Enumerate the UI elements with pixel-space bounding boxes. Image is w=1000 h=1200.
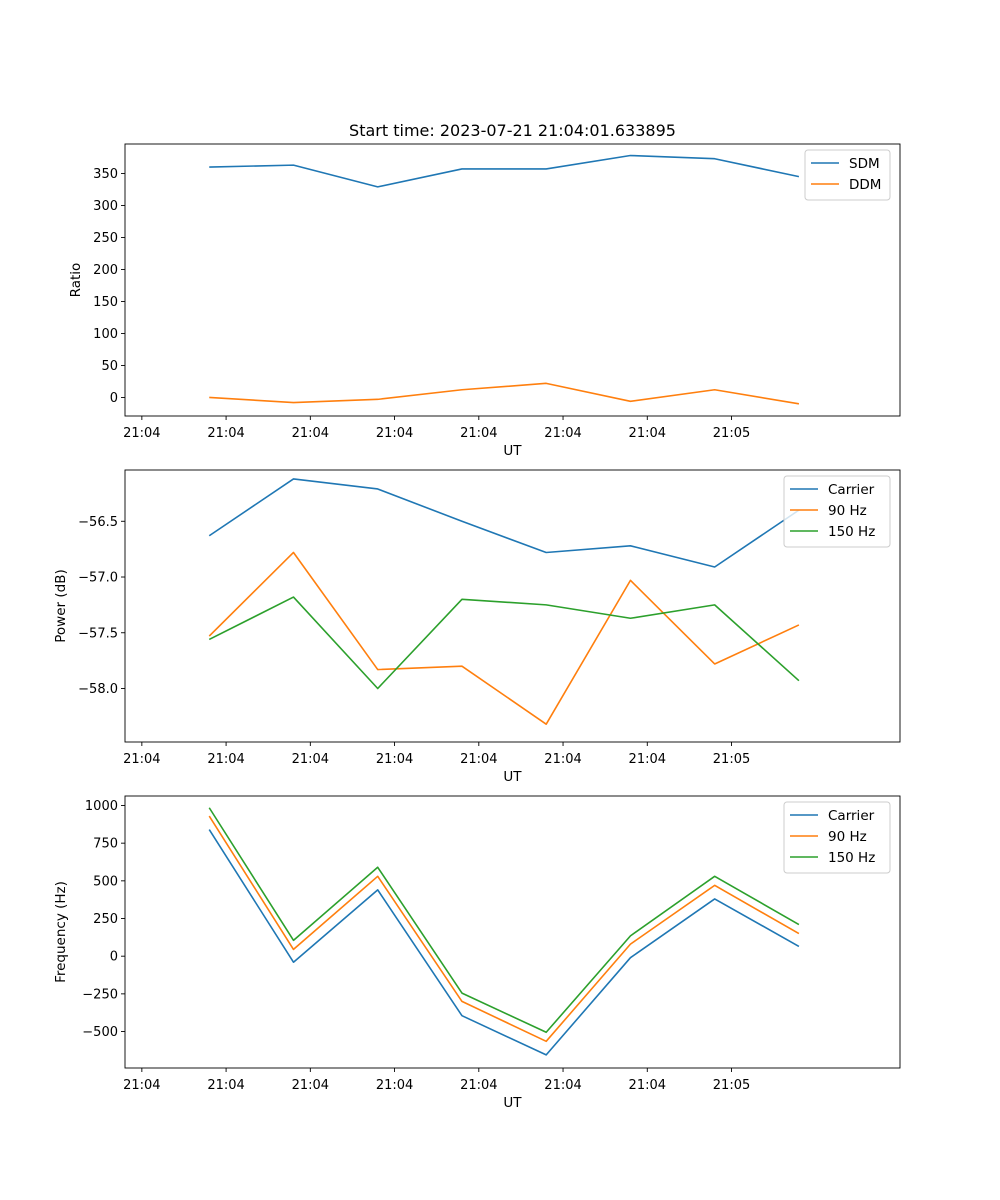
y-tick-label: 750 [93,837,118,852]
y-axis-label: Frequency (Hz) [53,881,69,983]
x-tick-label: 21:04 [207,1078,244,1093]
y-tick-label: 1000 [85,799,118,814]
chart-panel-1: Start time: 2023-07-21 21:04:01.633895 21… [68,121,901,459]
y-tick-label: 50 [101,359,118,374]
x-tick-label: 21:04 [292,426,329,441]
y-tick-label: −57.0 [78,571,118,586]
x-tick-label: 21:04 [123,752,160,767]
y-tick-label: 100 [93,327,118,342]
series-line-90-hz [208,551,800,725]
legend-label: Carrier [828,808,875,824]
x-tick-label: 21:04 [544,1078,581,1093]
axes-frame [124,143,901,417]
y-tick-label: 150 [93,295,118,310]
x-tick-label: 21:05 [713,1078,750,1093]
x-tick-label: 21:04 [376,426,413,441]
y-tick-label: −56.5 [78,515,118,530]
x-tick-label: 21:04 [376,1078,413,1093]
y-tick-label: 250 [93,912,118,927]
y-tick-label: 500 [93,874,118,889]
y-tick-label: 200 [93,263,118,278]
x-tick-label: 21:04 [629,752,666,767]
legend-label: 150 Hz [828,524,875,540]
series-line-ddm [209,382,800,405]
axes-frame [124,795,901,1069]
chart-title: Start time: 2023-07-21 21:04:01.633895 [349,121,676,140]
x-tick-label: 21:04 [292,1078,329,1093]
x-axis-label: UT [503,443,522,459]
y-tick-label: 0 [110,950,118,965]
x-tick-label: 21:05 [713,426,750,441]
axes-frame [124,469,901,743]
y-tick-label: 300 [93,199,118,214]
legend-box [783,801,891,874]
y-tick-label: −58.0 [78,682,118,697]
series-line-150-hz [208,807,800,1034]
x-tick-label: 21:04 [123,426,160,441]
chart-panel-2: 21:04 21:04 21:04 21:04 21:04 21:04 21:04 21:05… [53,469,901,785]
chart-panel-3: 21:04 21:04 21:04 21:04 21:04 21:04 21:04 21:05… [53,795,901,1111]
x-tick-label: 21:04 [207,752,244,767]
y-tick-label: −250 [82,987,118,1002]
y-tick-label: 250 [93,231,118,246]
x-tick-label: 21:04 [376,752,413,767]
x-axis-label: UT [503,769,522,785]
legend-label: 90 Hz [828,503,867,519]
y-tick-label: 0 [110,391,118,406]
legend: SDM DDM [804,149,891,201]
series-line-90-hz [208,815,800,1043]
x-tick-label: 21:04 [544,426,581,441]
y-tick-label: 350 [93,167,118,182]
x-tick-label: 21:04 [544,752,581,767]
x-tick-label: 21:04 [123,1078,160,1093]
x-tick-label: 21:04 [629,1078,666,1093]
legend: Carrier 90 Hz 150 Hz [783,475,891,548]
legend-box [783,475,891,548]
y-axis-label: Power (dB) [53,569,69,642]
x-tick-label: 21:04 [460,426,497,441]
x-tick-label: 21:05 [713,752,750,767]
series-line-150-hz [208,596,800,690]
legend-label: DDM [849,177,881,193]
legend-label: 150 Hz [828,850,875,866]
legend: Carrier 90 Hz 150 Hz [783,801,891,874]
legend-label: Carrier [828,482,875,498]
legend-label: SDM [849,156,880,172]
y-tick-label: −500 [82,1025,118,1040]
x-tick-label: 21:04 [460,752,497,767]
x-tick-label: 21:04 [629,426,666,441]
x-tick-label: 21:04 [207,426,244,441]
legend-label: 90 Hz [828,829,867,845]
x-axis-label: UT [503,1095,522,1111]
series-line-sdm [209,154,800,188]
series-line-carrier [208,478,800,568]
series-line-carrier [208,829,800,1056]
x-tick-label: 21:04 [292,752,329,767]
y-tick-label: −57.5 [78,626,118,641]
y-axis-label: Ratio [68,263,84,298]
x-tick-label: 21:04 [460,1078,497,1093]
